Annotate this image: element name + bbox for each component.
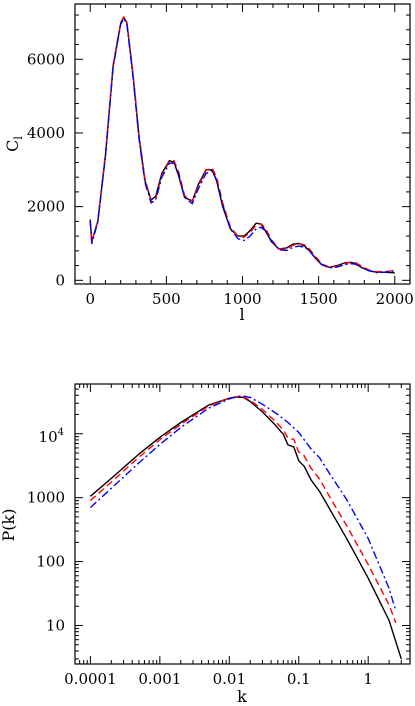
pk-series-group <box>89 395 402 660</box>
pk-series-line-1 <box>89 396 402 660</box>
cl-ticks-group: 0 500 1000 1500 2000 0 2000 4000 6000 <box>27 4 414 308</box>
cl-x-tick-label: 2000 <box>376 290 414 308</box>
pk-y-tick-label: 10 <box>46 617 65 635</box>
pk-y-tick-10000-exponent: 4 <box>58 427 64 438</box>
cl-y-tick-label: 4000 <box>27 124 65 142</box>
cl-plot-frame <box>74 3 411 285</box>
pk-y-tick-label: 1000 <box>27 489 65 507</box>
cl-y-axis-label-main: C <box>3 140 22 152</box>
cl-x-axis-label: l <box>239 305 244 324</box>
cl-series-line-3 <box>89 18 395 274</box>
pk-y-tick-10000-base: 10 <box>39 428 58 446</box>
pk-plot-frame <box>74 383 411 665</box>
pk-x-tick-label: 0.1 <box>287 670 311 688</box>
pk-x-axis-label: k <box>237 687 247 706</box>
cl-y-axis-label: Cl <box>3 136 25 152</box>
pk-series-line-2 <box>89 396 397 624</box>
cl-series-line-1 <box>89 16 395 274</box>
pk-y-axis-label: P(k) <box>0 509 18 542</box>
cl-y-tick-label: 6000 <box>27 50 65 68</box>
pk-x-tick-label: 1 <box>363 670 373 688</box>
pk-x-tick-label: 0.0001 <box>64 670 117 688</box>
cl-x-tick-label: 0 <box>85 290 95 308</box>
cl-series-line-2 <box>89 16 395 273</box>
cl-power-spectrum-panel: 0 500 1000 1500 2000 0 2000 4000 6000 l Cl <box>3 3 414 324</box>
cl-y-tick-label: 2000 <box>27 198 65 216</box>
pk-ticks-group: 0.0001 0.001 0.01 0.1 1 10 100 1000 <box>27 383 411 688</box>
cl-series-group <box>89 16 395 274</box>
cl-y-axis-label-subscript: l <box>12 136 25 140</box>
pk-y-tick-label: 100 <box>36 553 65 571</box>
cl-x-tick-label: 1500 <box>300 290 338 308</box>
pk-series-line-3 <box>89 395 397 612</box>
pk-y-tick-label-10000: 104 <box>39 427 64 446</box>
cl-x-tick-label: 1000 <box>223 290 261 308</box>
pk-x-tick-label: 0.001 <box>138 670 181 688</box>
pk-x-tick-label: 0.01 <box>213 670 246 688</box>
cl-y-tick-label: 0 <box>55 271 65 289</box>
cl-x-tick-label: 500 <box>152 290 181 308</box>
